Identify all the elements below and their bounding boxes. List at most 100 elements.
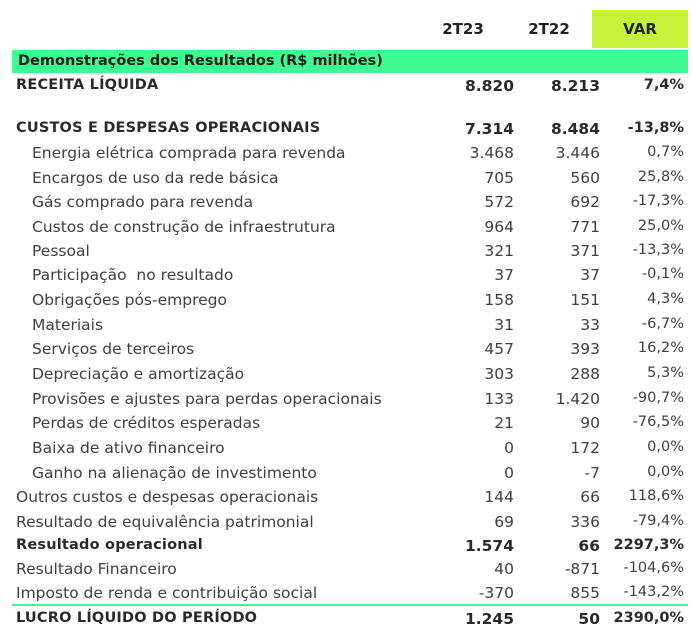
value-2t22: -7 [584, 464, 600, 482]
row-label: Resultado de equivalência patrimonial [16, 513, 314, 531]
value-var: 0,0% [647, 464, 684, 480]
row-label: Participação no resultado [32, 266, 234, 284]
row-label: Gás comprado para revenda [32, 193, 254, 211]
value-2t22: 3.446 [555, 144, 600, 162]
value-2t23: 321 [484, 242, 514, 260]
table-row-custos-despesas: CUSTOS E DESPESAS OPERACIONAIS 7.314 8.4… [12, 118, 688, 142]
value-var: 4,3% [647, 291, 684, 307]
value-var: 16,2% [637, 340, 684, 356]
row-label: CUSTOS E DESPESAS OPERACIONAIS [16, 120, 321, 136]
table-row: Ganho na alienação de investimento 0 -7 … [12, 462, 688, 486]
value-2t22: 771 [570, 218, 600, 236]
value-2t23: 0 [504, 464, 514, 482]
value-2t22: 90 [580, 414, 600, 432]
value-2t23: 1.574 [464, 537, 514, 555]
value-2t23: 69 [494, 513, 514, 531]
table-row: Provisões e ajustes para perdas operacio… [12, 388, 688, 412]
row-label: Serviços de terceiros [32, 340, 195, 358]
value-2t23: 8.820 [464, 77, 514, 95]
row-label: LUCRO LÍQUIDO DO PERÍODO [16, 610, 258, 626]
section-title: Demonstrações dos Resultados (R$ milhões… [18, 53, 383, 69]
value-2t22: 50 [578, 610, 600, 628]
table-row: Perdas de créditos esperadas 21 90 -76,5… [12, 412, 688, 436]
value-var: -13,8% [627, 120, 684, 136]
value-var: 0,7% [647, 144, 684, 160]
value-var: -143,2% [623, 584, 684, 600]
value-var: 25,0% [637, 218, 684, 234]
value-var: -90,7% [632, 390, 684, 406]
value-2t23: 572 [484, 193, 514, 211]
value-2t22: 371 [570, 242, 600, 260]
table-row: Outros custos e despesas operacionais 14… [12, 486, 688, 510]
value-var: 0,0% [647, 439, 684, 455]
value-2t22: 172 [570, 439, 600, 457]
row-label: Depreciação e amortização [32, 365, 245, 383]
row-label: Imposto de renda e contribuição social [16, 584, 318, 602]
value-2t23: 964 [484, 218, 514, 236]
value-2t22: 33 [580, 316, 600, 334]
column-header-var: VAR [592, 10, 688, 48]
row-label: Outros custos e despesas operacionais [16, 488, 319, 506]
row-label: Pessoal [32, 242, 90, 260]
value-2t22: 560 [570, 169, 600, 187]
table-row: Resultado Financeiro 40 -871 -104,6% [12, 558, 688, 582]
table-row: Custos de construção de infraestrutura 9… [12, 216, 688, 240]
value-var: -17,3% [632, 193, 684, 209]
value-var: -0,1% [641, 266, 684, 282]
value-var: 5,3% [647, 365, 684, 381]
value-2t22: 66 [580, 488, 600, 506]
value-2t22: -871 [564, 560, 600, 578]
value-var: 25,8% [637, 169, 684, 185]
value-var: -79,4% [632, 513, 684, 529]
value-2t22: 37 [580, 266, 600, 284]
value-var: -13,3% [632, 242, 684, 258]
table-row: Materiais 31 33 -6,7% [12, 314, 688, 338]
table-row: Obrigações pós-emprego 158 151 4,3% [12, 289, 688, 313]
value-2t23: 7.314 [464, 120, 514, 138]
value-var: 7,4% [643, 77, 684, 93]
value-2t22: 336 [570, 513, 600, 531]
value-2t22: 8.213 [550, 77, 600, 95]
value-2t23: 21 [494, 414, 514, 432]
value-2t22: 855 [570, 584, 600, 602]
value-2t23: 457 [484, 340, 514, 358]
table-row: Resultado de equivalência patrimonial 69… [12, 511, 688, 535]
value-2t22: 1.420 [555, 390, 600, 408]
row-label: RECEITA LÍQUIDA [16, 77, 159, 93]
value-2t22: 151 [570, 291, 600, 309]
column-header-2t23: 2T23 [442, 20, 484, 38]
table-row: Encargos de uso da rede básica 705 560 2… [12, 167, 688, 191]
row-label: Energia elétrica comprada para revenda [32, 144, 346, 162]
section-title-band: Demonstrações dos Resultados (R$ milhões… [12, 50, 688, 73]
value-var: -76,5% [632, 414, 684, 430]
value-2t23: 144 [484, 488, 514, 506]
table-row: Baixa de ativo financeiro 0 172 0,0% [12, 437, 688, 461]
row-label: Perdas de créditos esperadas [32, 414, 261, 432]
row-label: Obrigações pós-emprego [32, 291, 227, 309]
value-2t22: 66 [578, 537, 600, 555]
row-label: Resultado Financeiro [16, 560, 177, 578]
value-2t23: 0 [504, 439, 514, 457]
value-2t23: 133 [484, 390, 514, 408]
table-row: Serviços de terceiros 457 393 16,2% [12, 338, 688, 362]
value-var: 118,6% [628, 488, 684, 504]
value-2t23: -370 [478, 584, 514, 602]
value-var: -6,7% [641, 316, 684, 332]
value-2t23: 37 [494, 266, 514, 284]
value-2t23: 158 [484, 291, 514, 309]
row-label: Ganho na alienação de investimento [32, 464, 317, 482]
value-2t22: 8.484 [550, 120, 600, 138]
table-row-receita-liquida: RECEITA LÍQUIDA 8.820 8.213 7,4% [12, 75, 688, 99]
row-label: Encargos de uso da rede básica [32, 169, 279, 187]
value-2t23: 40 [494, 560, 514, 578]
total-divider-line [12, 604, 688, 606]
value-2t23: 3.468 [469, 144, 514, 162]
value-var: 2390,0% [613, 610, 684, 626]
value-2t22: 393 [570, 340, 600, 358]
row-label: Provisões e ajustes para perdas operacio… [32, 390, 382, 408]
row-label: Baixa de ativo financeiro [32, 439, 225, 457]
value-2t22: 692 [570, 193, 600, 211]
table-row: Depreciação e amortização 303 288 5,3% [12, 363, 688, 387]
row-label: Materiais [32, 316, 104, 334]
row-label: Custos de construção de infraestrutura [32, 218, 336, 236]
